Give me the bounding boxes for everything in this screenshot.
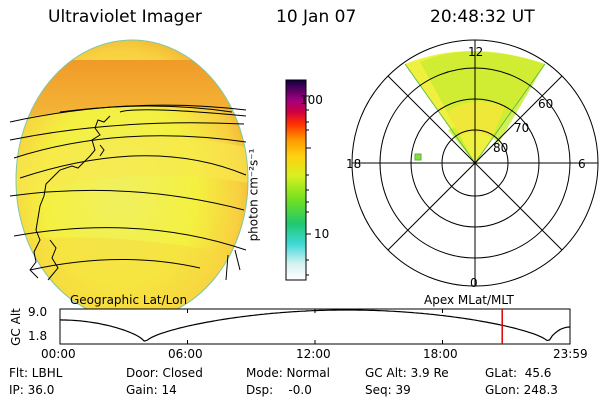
mlt-label-12: 12 bbox=[468, 45, 484, 59]
instrument-title: Ultraviolet Imager bbox=[48, 7, 202, 27]
observation-date: 10 Jan 07 bbox=[276, 7, 357, 27]
mlat-label-70: 70 bbox=[514, 121, 530, 135]
mode-info: Mode: Normal bbox=[246, 366, 330, 380]
gc-alt-info: GC Alt: 3.9 Re bbox=[365, 366, 449, 380]
door-info: Door: Closed bbox=[126, 366, 203, 380]
altitude-ylabel: GC Alt bbox=[8, 308, 23, 346]
gain-info: Gain: 14 bbox=[126, 383, 177, 397]
mlat-label-80: 80 bbox=[493, 141, 509, 155]
colorbar bbox=[285, 79, 311, 281]
glat-info: GLat: 45.6 bbox=[485, 366, 552, 380]
glon-info: GLon: 248.3 bbox=[485, 383, 558, 397]
mlt-label-0: 0 bbox=[470, 276, 478, 290]
uv-globe-image bbox=[9, 39, 249, 321]
polar-plot bbox=[351, 39, 599, 287]
altitude-plot bbox=[59, 308, 571, 345]
x-tick-1800: 18:00 bbox=[423, 347, 458, 361]
colorbar-tick-10: 10 bbox=[314, 227, 330, 241]
x-tick-0600: 06:00 bbox=[168, 347, 203, 361]
apex-caption: Apex MLat/MLT bbox=[424, 293, 514, 307]
seq-info: Seq: 39 bbox=[365, 383, 411, 397]
mlt-label-6: 6 bbox=[578, 157, 586, 171]
colorbar-unit-label: photon cm⁻²s⁻¹ bbox=[246, 148, 261, 242]
dsp-info: Dsp: -0.0 bbox=[246, 383, 312, 397]
geographic-caption: Geographic Lat/Lon bbox=[70, 293, 188, 307]
filter-info: Flt: LBHL bbox=[9, 366, 63, 380]
x-tick-1200: 12:00 bbox=[296, 347, 331, 361]
x-tick-0000: 00:00 bbox=[41, 347, 76, 361]
altitude-y-bottom: 1.8 bbox=[28, 329, 48, 343]
colorbar-tick-100: 100 bbox=[300, 93, 323, 107]
mlat-label-60: 60 bbox=[538, 97, 554, 111]
mlt-label-18: 18 bbox=[346, 157, 362, 171]
observation-time: 20:48:32 UT bbox=[430, 7, 535, 27]
altitude-y-top: 9.0 bbox=[28, 305, 48, 319]
ip-info: IP: 36.0 bbox=[9, 383, 55, 397]
x-tick-2359: 23:59 bbox=[553, 347, 588, 361]
